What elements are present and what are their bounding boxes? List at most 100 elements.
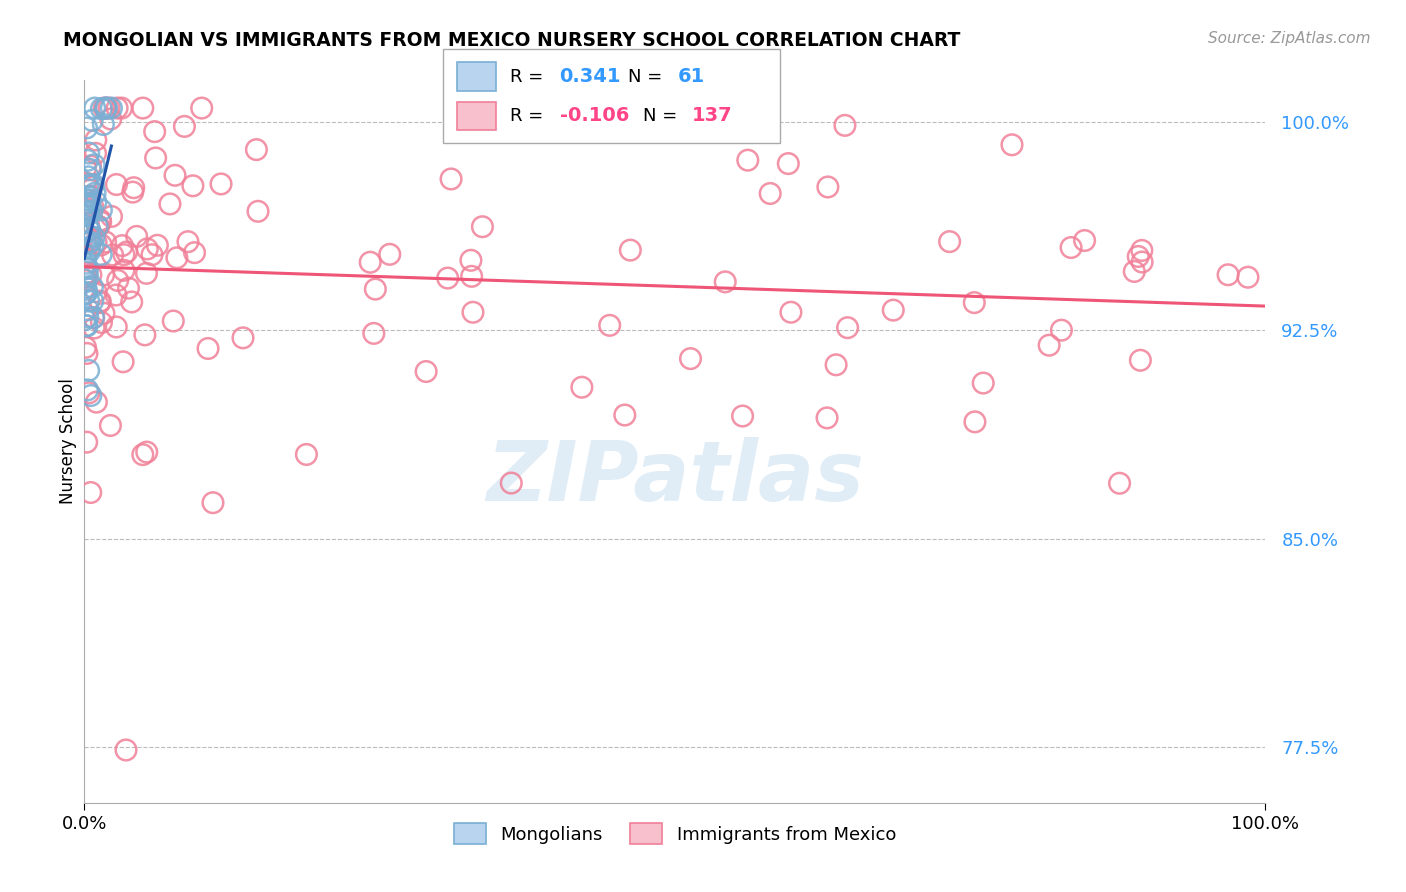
Point [115,245,138,260]
Point [1073,234,1095,248]
Point [111,238,134,252]
Point [112,263,135,277]
Point [101,248,124,262]
Point [82,280,104,294]
Point [76,383,98,397]
Point [73,312,96,326]
Point [364,282,387,296]
Point [246,204,269,219]
Point [83,230,105,244]
Point [1001,137,1024,152]
Point [440,172,463,186]
Text: 61: 61 [678,67,704,87]
Point [80,268,103,282]
Point [83,321,105,335]
Point [90,202,112,217]
Point [471,219,494,234]
Point [460,253,482,268]
Point [76,318,98,333]
Point [1237,270,1260,285]
Point [105,320,128,334]
Point [972,376,994,390]
Point [181,178,204,193]
Point [89,213,111,227]
Point [80,204,103,219]
Point [460,269,482,284]
Point [84,146,107,161]
Point [1130,244,1153,258]
Text: R =: R = [510,107,544,125]
Point [183,245,205,260]
Point [363,326,385,341]
Point [77,302,100,317]
Point [84,133,107,147]
Point [759,186,782,201]
Point [75,269,97,284]
Point [135,266,157,280]
Point [104,288,127,302]
Point [79,223,101,237]
Point [100,101,122,115]
Point [86,219,108,234]
Point [177,235,200,249]
Point [571,380,593,394]
Point [815,410,838,425]
Point [82,310,104,325]
Point [79,242,101,256]
Point [132,448,155,462]
Point [76,120,98,135]
Point [77,235,100,250]
Text: MONGOLIAN VS IMMIGRANTS FROM MEXICO NURSERY SCHOOL CORRELATION CHART: MONGOLIAN VS IMMIGRANTS FROM MEXICO NURS… [63,31,960,50]
Point [146,238,169,252]
Point [79,183,101,197]
Point [141,248,163,262]
Point [110,101,132,115]
Point [1130,255,1153,269]
Point [96,101,118,115]
Point [76,153,98,168]
Point [166,251,188,265]
Point [1108,476,1130,491]
Point [84,285,107,299]
Point [117,281,139,295]
Point [112,355,135,369]
Point [87,219,110,234]
Point [75,318,97,333]
Point [79,222,101,236]
Point [79,193,101,207]
Point [1128,250,1150,264]
Point [77,190,100,204]
Point [143,125,166,139]
Point [79,189,101,203]
Point [89,294,111,309]
Point [87,219,110,233]
Point [132,101,155,115]
Text: -0.106: -0.106 [560,106,628,126]
Point [122,180,145,194]
Y-axis label: Nursery School: Nursery School [59,378,77,505]
Point [83,101,105,115]
Point [125,229,148,244]
Point [163,169,186,183]
Point [938,235,960,249]
Point [731,409,754,423]
Legend: Mongolians, Immigrants from Mexico: Mongolians, Immigrants from Mexico [446,816,904,852]
Point [77,169,100,184]
Point [73,287,96,301]
Point [201,496,224,510]
Point [76,261,98,276]
Point [77,385,100,400]
Point [80,485,103,500]
Point [107,273,129,287]
Text: 0.341: 0.341 [560,67,621,87]
Point [75,248,97,262]
Point [173,120,195,134]
Point [93,268,115,282]
Point [79,162,101,177]
Point [73,260,96,274]
Point [84,235,107,250]
Point [77,216,100,230]
Point [80,178,103,192]
Point [121,185,143,199]
Point [75,274,97,288]
